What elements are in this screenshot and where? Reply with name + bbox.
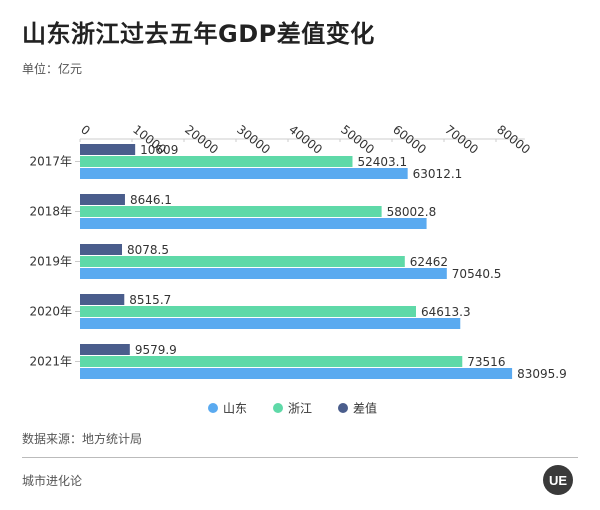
- legend-label: 差值: [353, 401, 377, 416]
- brand-logo-icon: UE: [543, 465, 573, 495]
- legend-label: 山东: [223, 402, 247, 416]
- legend-marker: [208, 403, 218, 413]
- bar-山东: [80, 268, 447, 279]
- x-tick-label: 30000: [234, 122, 273, 157]
- x-tick-label: 70000: [442, 122, 481, 157]
- bar-浙江: [80, 206, 382, 217]
- x-tick-label: 40000: [286, 122, 325, 157]
- category-label: 2017年: [29, 155, 72, 169]
- data-source: 数据来源：地方统计局: [22, 432, 143, 446]
- bar-chart: 0 10000 20000 30000 40000 50000 60000 70000 8000…: [29, 122, 567, 416]
- legend-marker: [273, 403, 283, 413]
- bar-差值: [80, 244, 123, 255]
- bar-差值: [80, 294, 125, 305]
- category-label: 2020年: [29, 305, 72, 319]
- data-label: 52403.1: [357, 155, 407, 169]
- legend-label: 浙江: [288, 402, 312, 416]
- data-label: 63012.1: [413, 167, 463, 181]
- bar-浙江: [80, 306, 416, 317]
- data-label: 58002.8: [387, 205, 437, 219]
- x-tick-label: 20000: [182, 122, 221, 157]
- x-tick-label: 60000: [390, 122, 429, 157]
- category-label: 2021年: [29, 355, 72, 369]
- bar-山东: [80, 368, 513, 379]
- x-tick-label: 50000: [338, 122, 377, 157]
- bar-山东: [80, 318, 461, 329]
- legend-marker: [338, 403, 348, 413]
- data-label: 73516: [467, 355, 505, 369]
- data-label: 70540.5: [452, 267, 502, 281]
- data-label: 10609: [140, 143, 178, 157]
- data-label: 8078.5: [127, 243, 169, 257]
- data-label: 62462: [410, 255, 448, 269]
- bar-山东: [80, 218, 427, 229]
- data-label: 8515.7: [129, 293, 171, 307]
- logo-text: UE: [549, 473, 567, 488]
- bar-差值: [80, 344, 130, 355]
- brand-name: 城市进化论: [22, 474, 83, 488]
- bar-差值: [80, 144, 136, 155]
- chart-title: 山东浙江过去五年GDP差值变化: [22, 20, 375, 48]
- category-label: 2018年: [29, 205, 72, 219]
- bar-浙江: [80, 156, 353, 167]
- bar-山东: [80, 168, 408, 179]
- data-label: 64613.3: [421, 305, 471, 319]
- unit-label: 单位：亿元: [22, 62, 83, 76]
- data-label: 9579.9: [135, 343, 177, 357]
- bar-差值: [80, 194, 125, 205]
- data-label: 8646.1: [130, 193, 172, 207]
- footer-divider: [22, 457, 578, 458]
- bar-浙江: [80, 256, 405, 267]
- x-tick-label: 80000: [494, 122, 533, 157]
- x-tick-label: 0: [78, 122, 93, 138]
- data-label: 83095.9: [517, 367, 567, 381]
- bar-浙江: [80, 356, 463, 367]
- category-label: 2019年: [29, 255, 72, 269]
